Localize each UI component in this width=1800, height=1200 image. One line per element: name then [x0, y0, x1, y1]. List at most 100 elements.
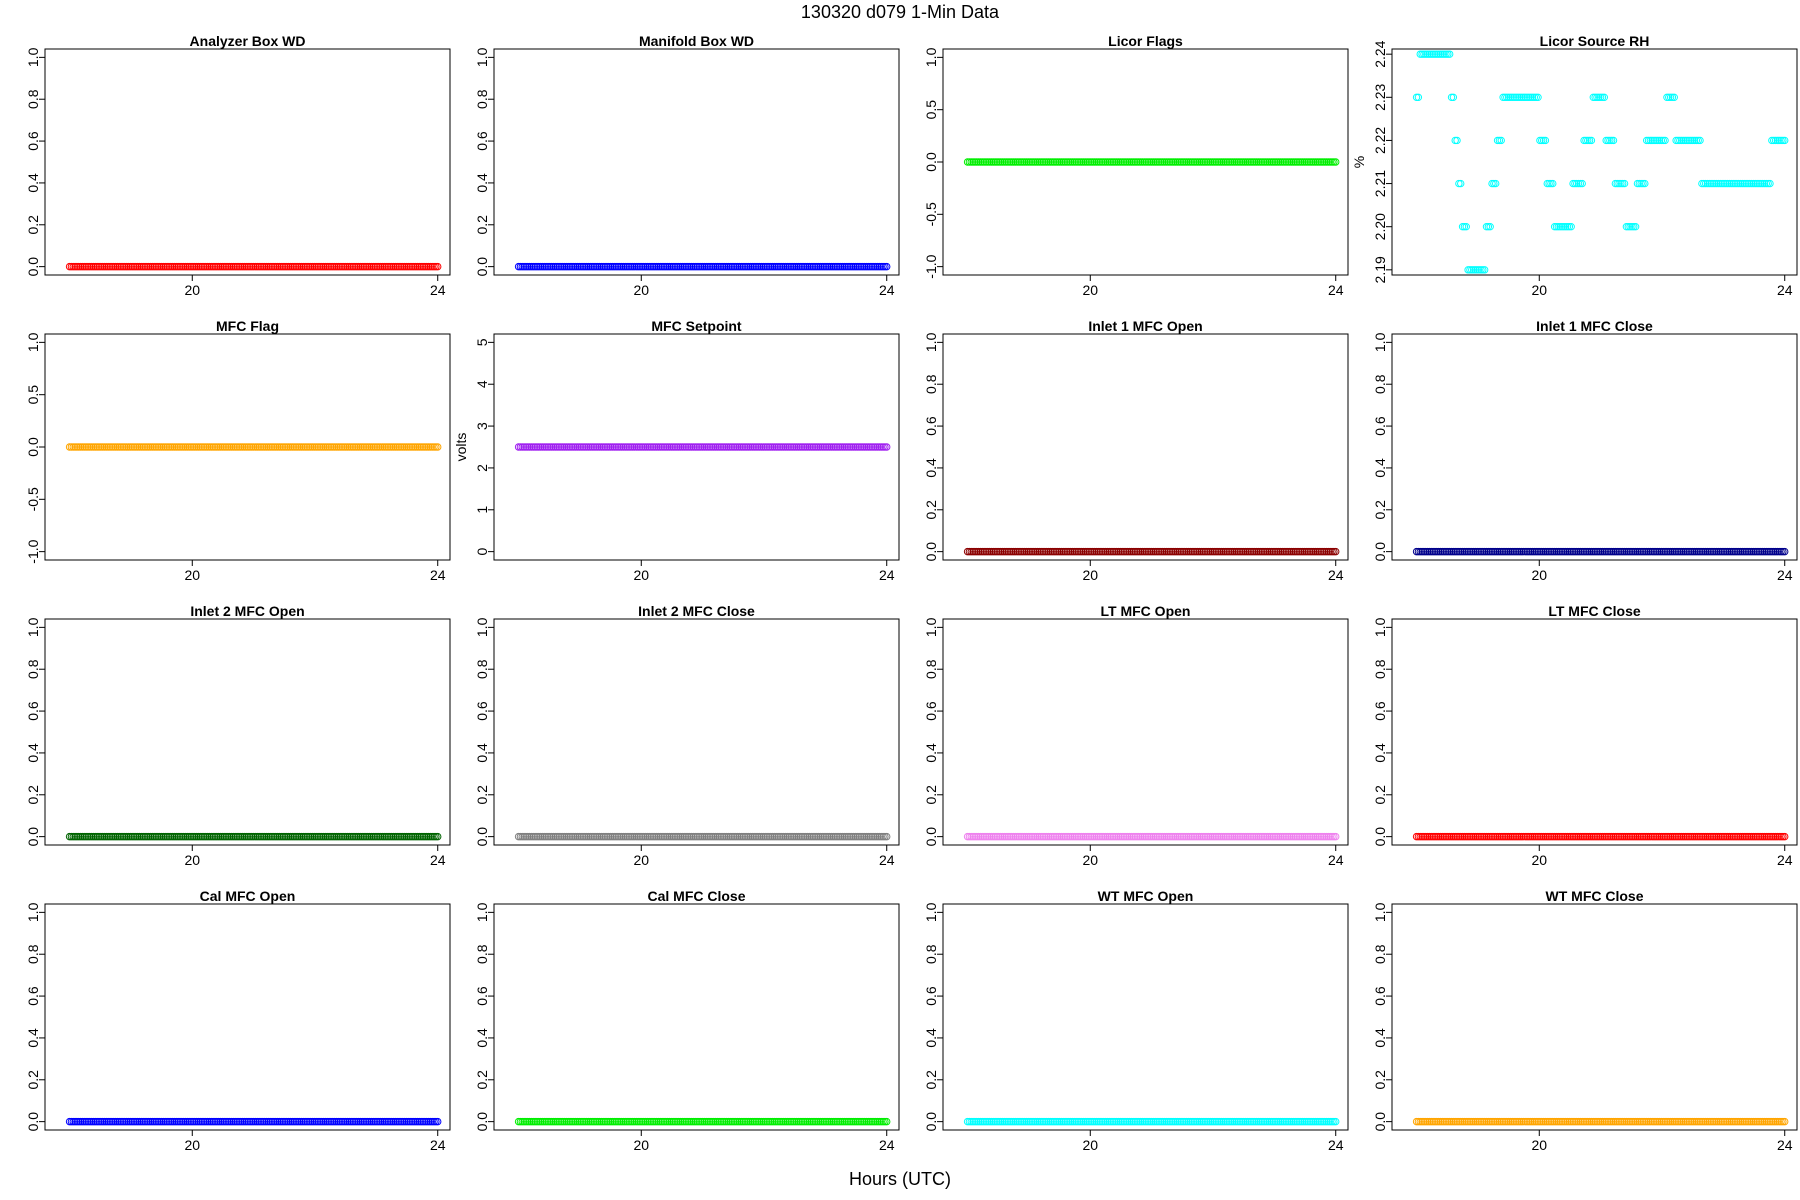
y-tick-label: 1.0 — [474, 617, 490, 637]
panel-9: Inlet 2 MFC Close 0.0 0.2 0.4 0.6 0.8 1.0 20 24 — [474, 603, 900, 868]
y-tick-label: 0.4 — [474, 743, 490, 763]
x-tick-label: 20 — [1531, 852, 1547, 868]
plot-frame — [1391, 903, 1798, 1131]
y-tick-label: 0.8 — [25, 944, 41, 964]
y-tick-label: 0.0 — [1372, 827, 1388, 847]
panel-title: Cal MFC Open — [200, 888, 296, 904]
y-tick-label: 0.2 — [474, 215, 490, 235]
y-tick-label: 2.22 — [1372, 127, 1388, 154]
panel-title: LT MFC Close — [1548, 603, 1641, 619]
y-tick-label: 0.8 — [25, 89, 41, 109]
panel-1: Manifold Box WD 0.0 0.2 0.4 0.6 0.8 1.0 20 24 — [474, 33, 900, 298]
y-tick-label: 0.0 — [923, 827, 939, 847]
data-point — [1781, 547, 1789, 556]
y-tick-label: 0.4 — [474, 173, 490, 193]
plot-frame — [1391, 48, 1798, 276]
data-point — [1670, 93, 1678, 102]
plot-frame — [44, 903, 451, 1131]
data-point — [1534, 93, 1542, 102]
y-tick-label: -1.0 — [923, 254, 939, 278]
plot-frame — [44, 48, 451, 276]
x-tick-label: 20 — [1531, 567, 1547, 583]
panel-title: Licor Flags — [1108, 33, 1183, 49]
y-tick-label: 0.6 — [474, 131, 490, 151]
plot-frame — [493, 48, 900, 276]
y-tick-label: 0.4 — [25, 743, 41, 763]
y-tick-label: 1.0 — [25, 617, 41, 637]
data-point — [1641, 179, 1649, 188]
x-tick-label: 24 — [430, 282, 446, 298]
data-point — [1449, 93, 1458, 102]
y-tick-label: 0.2 — [923, 785, 939, 805]
y-tick-label: 0.5 — [923, 100, 939, 120]
y-tick-label: 0.8 — [474, 89, 490, 109]
x-tick-label: 20 — [184, 282, 200, 298]
y-tick-label: 0.0 — [1372, 1112, 1388, 1132]
x-tick-label: 24 — [430, 1137, 446, 1153]
y-tick-label: 0.0 — [25, 1112, 41, 1132]
y-tick-label: 1.0 — [923, 332, 939, 352]
panel-3: Licor Source RH 2.19 2.20 2.21 2.22 2.23 2.24 2… — [1351, 33, 1798, 298]
y-tick-label: 0.4 — [923, 743, 939, 763]
y-tick-label: 0.6 — [25, 131, 41, 151]
y-tick-label: 0.0 — [25, 257, 41, 277]
y-tick-label: 0.8 — [474, 944, 490, 964]
plot-frame — [44, 618, 451, 846]
data-point — [883, 832, 891, 841]
plot-frame — [942, 618, 1349, 846]
x-tick-label: 20 — [1082, 567, 1098, 583]
x-tick-label: 20 — [1531, 1137, 1547, 1153]
y-tick-label: 3 — [474, 422, 490, 430]
y-tick-label: 1.0 — [25, 47, 41, 67]
x-tick-label: 24 — [1777, 567, 1793, 583]
y-tick-label: 0.6 — [25, 701, 41, 721]
data-point — [1480, 266, 1489, 274]
panel-title: MFC Setpoint — [651, 318, 742, 334]
y-tick-label: 0.4 — [923, 1028, 939, 1048]
y-tick-label: 0.6 — [25, 986, 41, 1006]
y-tick-label: 0.8 — [923, 374, 939, 394]
data-point — [1620, 179, 1629, 188]
data-point — [1332, 832, 1340, 841]
y-tick-label: 0.4 — [1372, 1028, 1388, 1048]
plot-frame — [1391, 333, 1798, 561]
x-tick-label: 20 — [184, 852, 200, 868]
x-tick-label: 24 — [1328, 852, 1344, 868]
data-point — [1453, 136, 1461, 145]
x-tick-label: 24 — [1777, 852, 1793, 868]
y-tick-label: 2 — [474, 464, 490, 472]
data-point — [1587, 136, 1596, 145]
y-tick-label: 2.19 — [1372, 256, 1388, 283]
panel-12: Cal MFC Open 0.0 0.2 0.4 0.6 0.8 1.0 20 24 — [25, 888, 451, 1153]
panel-10: LT MFC Open 0.0 0.2 0.4 0.6 0.8 1.0 20 24 — [923, 603, 1349, 868]
x-tick-label: 20 — [1082, 852, 1098, 868]
data-point — [1549, 179, 1557, 188]
y-tick-label: 0.4 — [474, 1028, 490, 1048]
y-tick-label: 0.0 — [25, 827, 41, 847]
data-point — [1332, 547, 1340, 556]
y-tick-label: -0.5 — [25, 487, 41, 511]
data-point — [1332, 158, 1340, 166]
x-axis-label: Hours (UTC) — [849, 1169, 951, 1189]
x-tick-label: 24 — [1777, 282, 1793, 298]
x-tick-label: 20 — [1531, 282, 1547, 298]
y-tick-label: 1.0 — [25, 902, 41, 922]
data-point — [1631, 222, 1640, 231]
data-point — [434, 262, 442, 271]
y-tick-label: 1.0 — [1372, 902, 1388, 922]
panel-0: Analyzer Box WD 0.0 0.2 0.4 0.6 0.8 1.0 20 24 — [25, 33, 451, 298]
x-tick-label: 20 — [1082, 282, 1098, 298]
data-point — [434, 832, 442, 841]
panel-title: WT MFC Open — [1098, 888, 1194, 904]
data-point — [1781, 136, 1789, 145]
panel-title: Inlet 2 MFC Open — [190, 603, 304, 619]
panel-4: MFC Flag -1.0 -0.5 0.0 0.5 1.0 20 24 — [25, 318, 451, 583]
panel-title: WT MFC Close — [1546, 888, 1644, 904]
y-tick-label: 0.2 — [923, 1070, 939, 1090]
y-tick-label: 0.8 — [923, 944, 939, 964]
data-point — [434, 1117, 442, 1126]
data-point — [1462, 222, 1470, 231]
y-tick-label: 0.6 — [923, 986, 939, 1006]
y-tick-label: 1.0 — [1372, 617, 1388, 637]
